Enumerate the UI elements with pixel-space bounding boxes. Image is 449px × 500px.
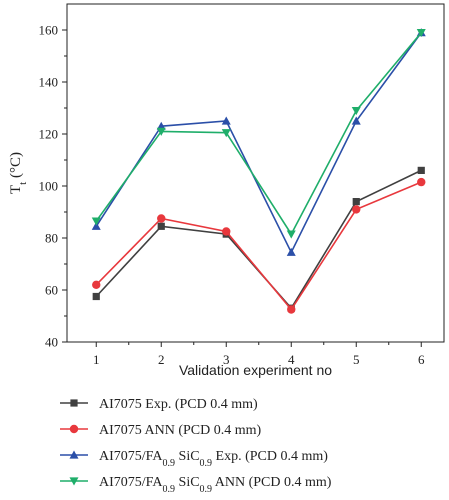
y-tick-label: 140 bbox=[39, 75, 59, 90]
legend-label-s1: 0.9 bbox=[163, 484, 176, 495]
x-tick-label: 3 bbox=[223, 352, 230, 367]
y-tick-label: 60 bbox=[45, 283, 58, 298]
data-point bbox=[352, 205, 361, 214]
series-line bbox=[95, 32, 422, 236]
x-axis-title: Validation experiment no bbox=[179, 362, 332, 378]
y-axis-title-unit: (°C) bbox=[8, 152, 24, 182]
legend-label-post: Exp. (PCD 0.4 mm) bbox=[212, 449, 328, 464]
y-tick-label: 160 bbox=[39, 23, 59, 38]
x-tick-label: 1 bbox=[93, 352, 100, 367]
data-point bbox=[92, 292, 100, 301]
series-3 bbox=[91, 28, 426, 256]
legend-label-pre: AI7075/FA bbox=[99, 475, 163, 490]
legend-item: AI7075 ANN (PCD 0.4 mm) bbox=[60, 423, 262, 438]
legend-label-s2: 0.9 bbox=[200, 458, 213, 469]
legend: AI7075 Exp. (PCD 0.4 mm) AI7075 ANN (PCD … bbox=[60, 397, 332, 495]
legend-label-post: ANN (PCD 0.4 mm) bbox=[212, 475, 332, 490]
x-tick-label: 5 bbox=[353, 352, 360, 367]
data-point bbox=[351, 116, 361, 125]
data-point bbox=[352, 198, 360, 206]
plot-frame bbox=[66, 3, 445, 343]
data-point bbox=[221, 129, 231, 138]
axis-ticks: 40 60 80 100 120 140 160 1 2 3 4 5 6 bbox=[39, 23, 426, 368]
y-axis-title-sub: t bbox=[17, 182, 29, 185]
legend-marker bbox=[69, 424, 79, 434]
series-group bbox=[91, 28, 426, 314]
data-point bbox=[157, 222, 165, 230]
y-tick-label: 100 bbox=[39, 179, 59, 194]
series-1 bbox=[92, 166, 425, 312]
data-point bbox=[92, 280, 101, 289]
data-point bbox=[416, 29, 426, 38]
legend-label-pre: AI7075 Exp. (PCD 0.4 mm) bbox=[99, 397, 258, 412]
data-point bbox=[417, 166, 425, 174]
data-point bbox=[286, 247, 296, 256]
series-4 bbox=[91, 29, 426, 239]
legend-item: AI7075/FA0.9 SiC0.9 Exp. (PCD 0.4 mm) bbox=[60, 449, 328, 469]
y-tick-label: 120 bbox=[39, 127, 59, 142]
legend-label: AI7075/FA0.9 SiC0.9 ANN (PCD 0.4 mm) bbox=[99, 475, 332, 495]
legend-label-s1: 0.9 bbox=[163, 458, 176, 469]
data-point bbox=[287, 305, 296, 314]
series-line bbox=[95, 181, 422, 311]
series-line bbox=[95, 32, 422, 255]
legend-label: AI7075 ANN (PCD 0.4 mm) bbox=[99, 423, 262, 438]
data-point bbox=[156, 121, 166, 130]
legend-label-pre: AI7075 ANN (PCD 0.4 mm) bbox=[99, 423, 262, 438]
series-line bbox=[95, 169, 422, 310]
legend-label-mid: SiC bbox=[175, 449, 200, 464]
legend-marker bbox=[69, 450, 79, 459]
x-tick-label: 2 bbox=[158, 352, 165, 367]
legend-marker bbox=[69, 477, 79, 486]
data-point bbox=[91, 221, 101, 230]
y-tick-label: 40 bbox=[45, 335, 58, 350]
data-point bbox=[91, 217, 101, 226]
legend-label-s2: 0.9 bbox=[200, 484, 213, 495]
legend-item: AI7075/FA0.9 SiC0.9 ANN (PCD 0.4 mm) bbox=[60, 475, 332, 495]
legend-label-mid: SiC bbox=[175, 475, 200, 490]
data-point bbox=[157, 214, 166, 223]
y-tick-label: 80 bbox=[45, 231, 58, 246]
data-point bbox=[351, 107, 361, 116]
y-axis-title: Tt (°C) bbox=[8, 152, 29, 194]
series-2 bbox=[92, 177, 426, 314]
x-tick-label: 6 bbox=[418, 352, 425, 367]
legend-marker bbox=[70, 399, 78, 407]
data-point bbox=[417, 177, 426, 187]
data-point bbox=[221, 116, 231, 125]
legend-label: AI7075/FA0.9 SiC0.9 Exp. (PCD 0.4 mm) bbox=[99, 449, 328, 469]
data-point bbox=[222, 227, 231, 236]
legend-label: AI7075 Exp. (PCD 0.4 mm) bbox=[99, 397, 258, 412]
data-point bbox=[286, 230, 296, 239]
y-axis-title-main: T bbox=[8, 185, 24, 194]
legend-item: AI7075 Exp. (PCD 0.4 mm) bbox=[60, 397, 258, 412]
data-point bbox=[156, 127, 166, 136]
x-tick-label: 4 bbox=[288, 352, 295, 367]
legend-label-pre: AI7075/FA bbox=[99, 449, 163, 464]
